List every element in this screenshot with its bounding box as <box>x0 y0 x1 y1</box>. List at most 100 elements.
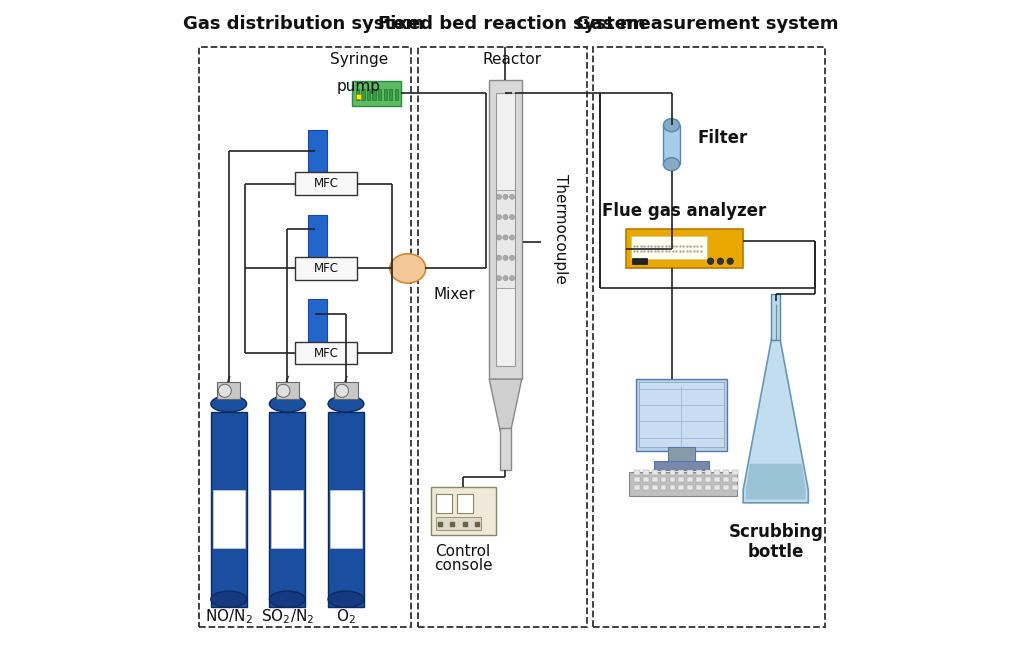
Bar <box>714 485 720 490</box>
Bar <box>668 447 695 464</box>
Bar <box>732 485 738 490</box>
Bar <box>639 383 724 447</box>
PathPatch shape <box>745 464 806 500</box>
Ellipse shape <box>211 396 247 412</box>
Text: NO/N$_2$: NO/N$_2$ <box>205 608 253 626</box>
Text: Filter: Filter <box>697 129 748 147</box>
Bar <box>706 477 711 482</box>
Circle shape <box>717 258 724 264</box>
Ellipse shape <box>664 158 680 171</box>
Bar <box>660 485 667 490</box>
Bar <box>660 477 667 482</box>
Bar <box>670 477 676 482</box>
Bar <box>679 477 684 482</box>
Text: SO$_2$/N$_2$: SO$_2$/N$_2$ <box>260 608 314 626</box>
Bar <box>457 494 473 513</box>
Circle shape <box>509 275 515 281</box>
Bar <box>706 470 711 475</box>
Text: Gas measurement system: Gas measurement system <box>577 15 839 33</box>
Bar <box>679 470 684 475</box>
Bar <box>361 89 365 100</box>
Bar <box>651 470 657 475</box>
Bar <box>211 411 247 607</box>
Circle shape <box>497 275 502 281</box>
Text: pump: pump <box>337 78 381 94</box>
Circle shape <box>509 194 515 199</box>
Bar <box>629 472 736 496</box>
Bar <box>389 89 392 100</box>
Text: MFC: MFC <box>314 177 339 190</box>
Bar <box>664 125 680 164</box>
Bar <box>355 94 360 99</box>
Bar <box>633 258 647 264</box>
Bar <box>651 485 657 490</box>
Bar <box>696 477 702 482</box>
Bar <box>431 487 496 536</box>
Bar <box>732 470 738 475</box>
Bar <box>328 411 364 607</box>
Ellipse shape <box>328 396 364 412</box>
Circle shape <box>336 385 348 398</box>
Bar <box>706 485 711 490</box>
Bar <box>732 477 738 482</box>
Bar <box>308 215 327 257</box>
Polygon shape <box>489 379 522 431</box>
Text: console: console <box>434 559 493 574</box>
Circle shape <box>509 235 515 240</box>
Ellipse shape <box>664 118 680 131</box>
Bar <box>271 490 303 549</box>
Bar <box>296 257 357 280</box>
Bar <box>771 294 780 340</box>
Text: Thermocouple: Thermocouple <box>553 175 568 284</box>
Bar <box>636 379 727 451</box>
Circle shape <box>503 275 508 281</box>
Circle shape <box>509 215 515 220</box>
Text: Scrubbing: Scrubbing <box>728 523 823 541</box>
Circle shape <box>503 215 508 220</box>
Circle shape <box>727 258 733 264</box>
Bar <box>643 470 648 475</box>
Bar <box>696 470 702 475</box>
Bar <box>378 89 381 100</box>
Bar <box>436 517 481 530</box>
Circle shape <box>509 255 515 260</box>
Text: Syringe: Syringe <box>330 52 388 67</box>
Bar <box>634 485 640 490</box>
Circle shape <box>708 258 714 264</box>
Circle shape <box>503 235 508 240</box>
Bar <box>200 47 411 627</box>
Circle shape <box>276 385 290 398</box>
Bar <box>217 383 241 399</box>
Bar <box>330 490 361 549</box>
Bar <box>352 81 401 105</box>
PathPatch shape <box>743 320 808 503</box>
Bar <box>496 93 515 366</box>
Circle shape <box>503 194 508 199</box>
Text: MFC: MFC <box>314 262 339 275</box>
Ellipse shape <box>390 254 426 283</box>
Circle shape <box>497 215 502 220</box>
Bar <box>418 47 587 627</box>
Bar <box>679 485 684 490</box>
Bar <box>723 485 729 490</box>
Bar <box>696 485 702 490</box>
Text: O$_2$: O$_2$ <box>336 608 356 626</box>
Text: Mixer: Mixer <box>434 287 475 302</box>
Bar <box>497 190 515 288</box>
Circle shape <box>218 385 231 398</box>
Bar <box>626 230 743 268</box>
Text: Reactor: Reactor <box>482 52 542 67</box>
Ellipse shape <box>328 591 364 608</box>
Bar <box>670 485 676 490</box>
Bar <box>275 383 299 399</box>
Circle shape <box>503 255 508 260</box>
Bar <box>395 89 398 100</box>
Text: Flue gas analyzer: Flue gas analyzer <box>602 201 767 220</box>
Bar <box>687 477 693 482</box>
Bar <box>634 477 640 482</box>
Bar <box>723 470 729 475</box>
Bar <box>643 477 648 482</box>
Ellipse shape <box>211 591 247 608</box>
Bar <box>308 130 327 173</box>
Bar <box>593 47 824 627</box>
